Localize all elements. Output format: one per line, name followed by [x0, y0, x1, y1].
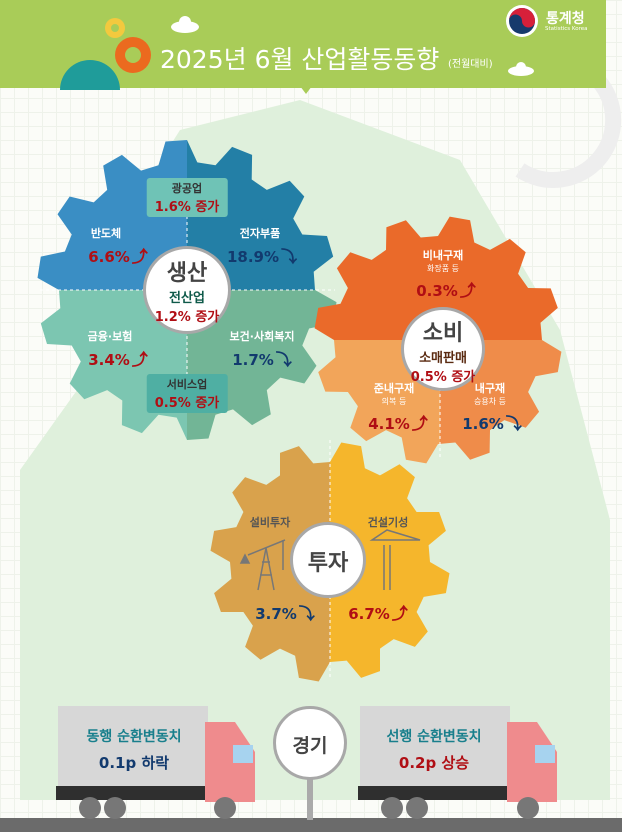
coincident-value: 0.1p 하락: [98, 754, 170, 772]
item-label: 설비투자: [249, 516, 291, 529]
coincident-index: 동행 순환변동치 0.1p 하락: [66, 726, 202, 773]
road: [0, 818, 622, 832]
item-value: 6.7% ⤴: [348, 600, 408, 624]
services-box: 서비스업 0.5% 증가: [146, 374, 228, 413]
item-label: 금융·보험: [87, 330, 133, 343]
hub-label: 소매판매: [419, 351, 467, 366]
item-label: 준내구재 의복 등: [373, 382, 415, 406]
item-label: 비내구재 화장품 등: [422, 249, 464, 273]
arrow-up-icon: ⤴: [131, 247, 148, 266]
arrow-up-icon: ⤴: [131, 350, 148, 369]
services-value: 0.5% 증가: [154, 396, 220, 411]
hub-title: 생산: [166, 261, 208, 286]
page-subtitle: (전월대비): [448, 59, 493, 70]
economy-sign: 경기: [273, 706, 347, 780]
logo-name: 통계청: [546, 11, 585, 27]
page-title: 2025년 6월 산업활동동향: [160, 45, 440, 74]
production-gear: [187, 140, 334, 290]
item-value: 3.4% ⤴: [88, 346, 148, 370]
mining-value: 1.6% 증가: [154, 200, 220, 215]
hub-value: 1.2% 증가: [154, 310, 220, 325]
consumption-gear: [314, 216, 558, 340]
header-gears-icon: [60, 18, 151, 90]
arrow-down-icon: ⤵: [505, 414, 522, 433]
investment-hub: 투자: [290, 522, 366, 598]
coincident-label: 동행 순환변동치: [86, 729, 182, 745]
mining-box: 광공업 1.6% 증가: [146, 178, 228, 217]
header-pointer: [300, 86, 312, 94]
item-label: 내구재 승용차 등: [474, 382, 506, 406]
hub-title: 투자: [307, 551, 349, 576]
item-value: 18.9% ⤵: [227, 243, 297, 267]
arrow-down-icon: ⤵: [298, 604, 315, 623]
leading-value: 0.2p 상승: [398, 754, 470, 772]
item-label: 전자부품: [239, 227, 281, 240]
arrow-down-icon: ⤵: [275, 350, 292, 369]
item-value: 4.1% ⤴: [368, 410, 428, 434]
item-value: 0.3% ⤴: [416, 277, 476, 301]
cloud-icon: [171, 16, 199, 33]
truck-left: [56, 706, 255, 819]
logo-emblem-icon: [506, 5, 538, 37]
economy-sign-label: 경기: [292, 735, 328, 757]
production-hub: 생산 전산업 1.2% 증가: [143, 246, 231, 334]
sign-pole: [307, 770, 313, 820]
arrow-up-icon: ⤴: [391, 604, 408, 623]
hub-value: 0.5% 증가: [410, 370, 476, 385]
crane-icon: [369, 529, 421, 590]
leading-index: 선행 순환변동치 0.2p 상승: [366, 726, 502, 773]
item-value: 1.6% ⤵: [462, 410, 522, 434]
item-label: 반도체: [90, 227, 122, 240]
truck-right: [358, 706, 557, 819]
hub-label: 전산업: [169, 291, 205, 306]
item-value: 3.7% ⤵: [255, 600, 315, 624]
oil-pump-icon: [239, 539, 286, 591]
item-label: 보건·사회복지: [229, 330, 295, 343]
consumption-hub: 소비 소매판매 0.5% 증가: [401, 307, 485, 391]
arrow-down-icon: ⤵: [281, 247, 298, 266]
item-label: 건설기성: [367, 516, 409, 529]
production-gear: [37, 140, 187, 290]
arrow-up-icon: ⤴: [411, 414, 428, 433]
cloud-icon: [508, 62, 534, 76]
leading-label: 선행 순환변동치: [386, 729, 482, 745]
arrow-up-icon: ⤴: [459, 281, 476, 300]
services-label: 서비스업: [166, 378, 208, 391]
item-value: 6.6% ⤴: [88, 243, 148, 267]
logo-subtitle: Statistics Korea: [545, 26, 588, 32]
item-value: 1.7% ⤵: [232, 346, 292, 370]
investment-gear: [210, 446, 330, 682]
mining-label: 광공업: [171, 182, 203, 195]
hub-title: 소비: [422, 321, 464, 346]
